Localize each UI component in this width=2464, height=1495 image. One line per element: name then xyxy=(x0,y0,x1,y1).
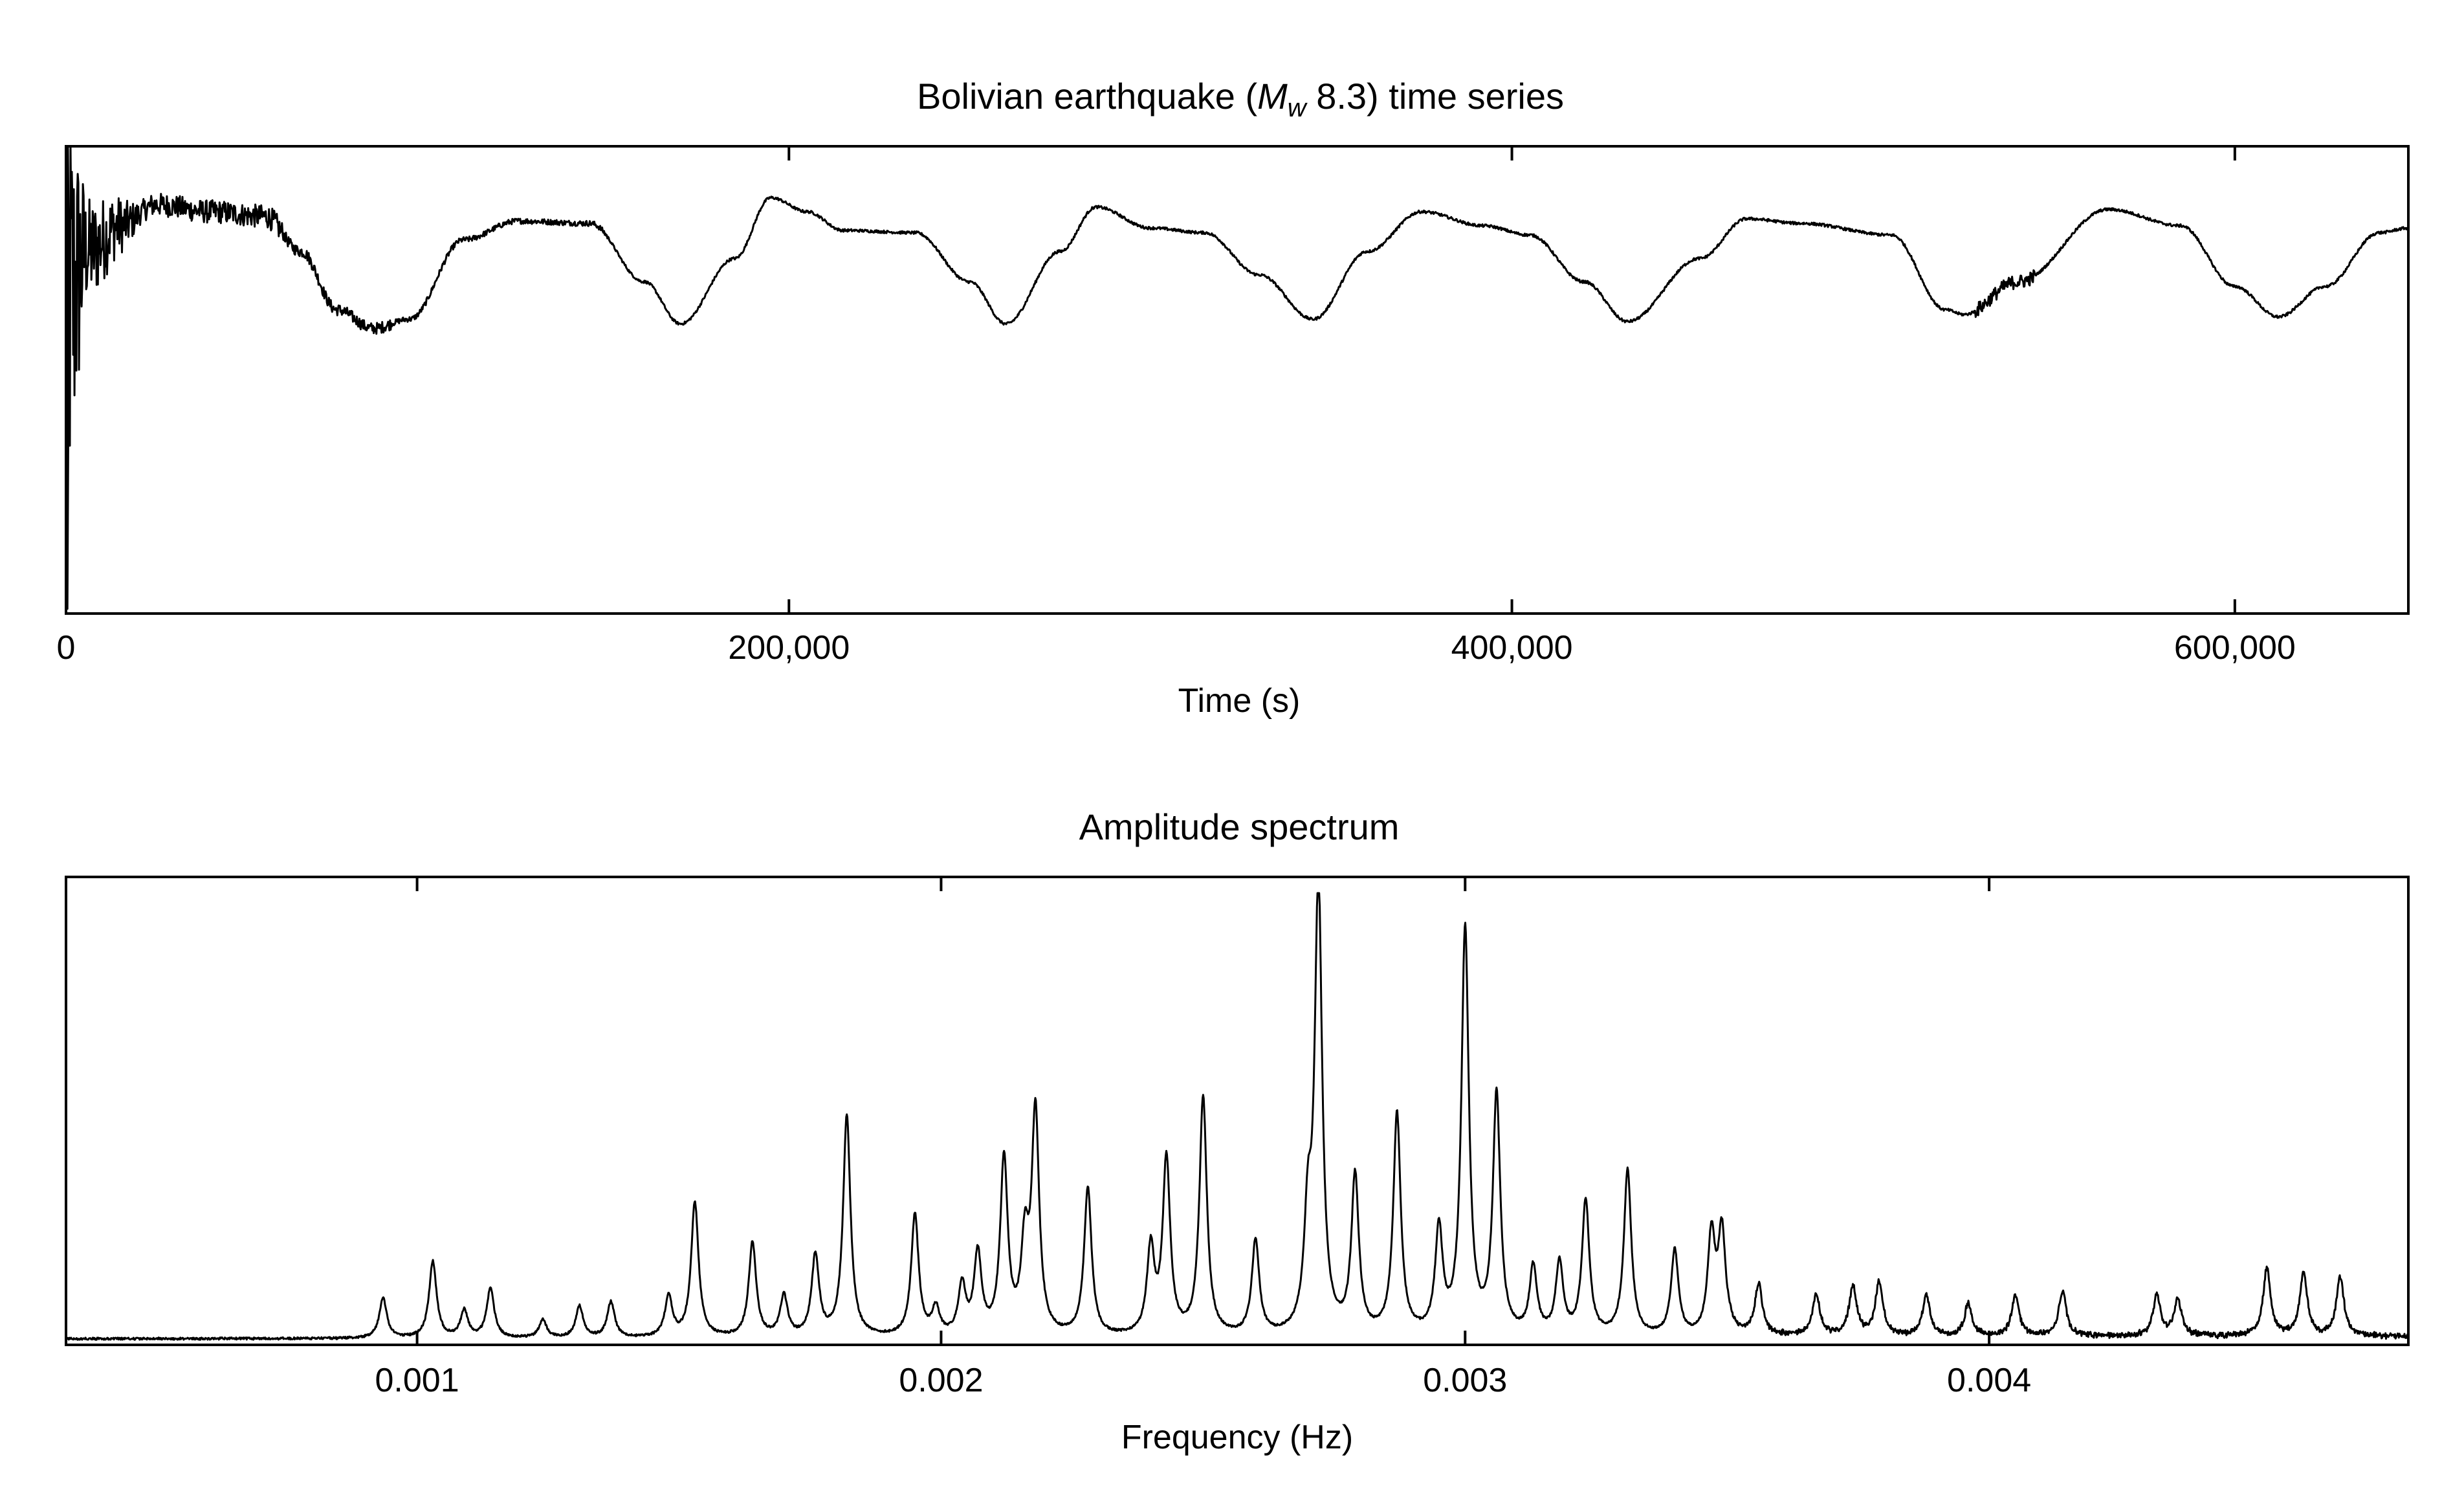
x-tick-label: 0.002 xyxy=(899,1362,983,1399)
title-prefix: Bolivian earthquake ( xyxy=(917,76,1257,116)
spectrum-panel: Amplitude spectrum 0.001 0.002 0.003 0.004 … xyxy=(65,806,2410,1456)
x-tick-label: 600,000 xyxy=(2174,629,2296,667)
spectrum-title: Amplitude spectrum xyxy=(1079,806,1400,847)
title-magnitude-symbol: M xyxy=(1257,76,1288,116)
spectrum-plot xyxy=(65,892,2410,1341)
x-tick-label: 0.001 xyxy=(375,1362,459,1399)
x-tick-label: 0 xyxy=(57,629,76,667)
spectrum-axes-frame xyxy=(65,876,2410,1346)
x-tick-label: 0.003 xyxy=(1423,1362,1507,1399)
time-series-line xyxy=(65,145,2410,610)
time-series-plot xyxy=(65,145,2410,610)
x-tick-label: 200,000 xyxy=(728,629,850,667)
x-tick-label: 0.004 xyxy=(1947,1362,2031,1399)
time-series-x-ticks: 0 200,000 400,000 600,000 xyxy=(57,146,2296,667)
time-series-axes-frame xyxy=(65,145,2410,615)
spectrum-x-axis-label: Frequency (Hz) xyxy=(1121,1419,1353,1456)
title-suffix: 8.3) time series xyxy=(1306,76,1564,116)
x-tick-label: 400,000 xyxy=(1451,629,1573,667)
time-series-x-axis-label: Time (s) xyxy=(1178,682,1301,720)
spectrum-x-ticks: 0.001 0.002 0.003 0.004 xyxy=(375,877,2031,1399)
time-series-panel: Bolivian earthquake (Mw 8.3) time series… xyxy=(57,76,2410,720)
spectrum-line xyxy=(65,892,2410,1341)
title-magnitude-subscript: w xyxy=(1288,94,1308,122)
time-series-title: Bolivian earthquake (Mw 8.3) time series xyxy=(917,76,1564,122)
